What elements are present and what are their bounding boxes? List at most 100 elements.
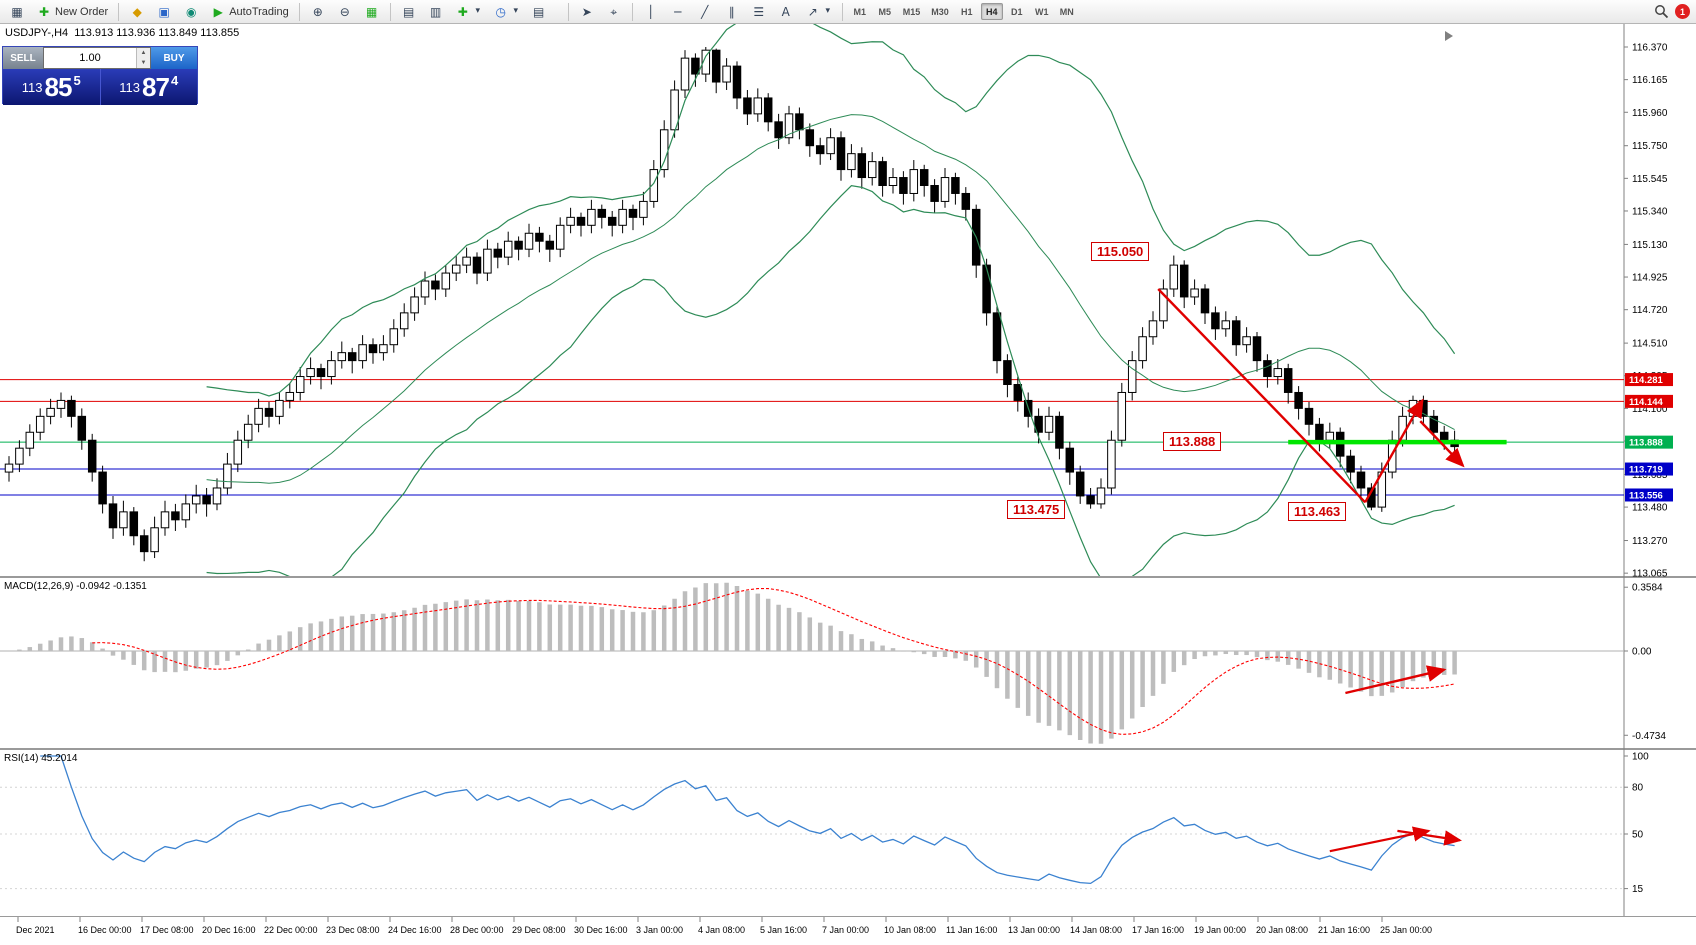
new-order-icon: ✚ (38, 4, 50, 19)
fibonacci-icon: ☰ (753, 4, 765, 19)
channel-icon: ∥ (728, 4, 735, 19)
toolbar-separator (567, 2, 569, 21)
toolbar-separator (389, 2, 391, 21)
svg-text:13 Jan 00:00: 13 Jan 00:00 (1008, 925, 1060, 935)
horizontal-line-tool-button[interactable]: ─ (665, 2, 691, 22)
svg-text:17 Jan 16:00: 17 Jan 16:00 (1132, 925, 1184, 935)
zoom-in-button[interactable]: ⊕ (305, 2, 331, 22)
signals-button[interactable]: ◉ (178, 2, 204, 22)
svg-text:113.888: 113.888 (1629, 438, 1663, 449)
macd-indicator-label: MACD(12,26,9) -0.0942 -0.1351 (4, 581, 147, 592)
timeframe-h1[interactable]: H1 (956, 3, 978, 20)
ask-sup: 4 (170, 72, 179, 88)
svg-text:114.925: 114.925 (1632, 273, 1668, 284)
svg-text:24 Dec 16:00: 24 Dec 16:00 (388, 925, 442, 935)
one-click-trading-panel: SELL 1.00 ▲ ▼ BUY 113 85 5 113 (2, 46, 198, 105)
timeframe-d1[interactable]: D1 (1006, 3, 1028, 20)
svg-text:7 Jan 00:00: 7 Jan 00:00 (822, 925, 869, 935)
vertical-line-icon: │ (647, 4, 655, 19)
rsi-panel (0, 755, 1624, 890)
notifications-badge[interactable]: 1 (1675, 4, 1690, 19)
volume-decrease-button[interactable]: ▼ (137, 58, 150, 68)
svg-text:17 Dec 08:00: 17 Dec 08:00 (140, 925, 194, 935)
svg-text:115.750: 115.750 (1632, 141, 1668, 152)
search-icon[interactable] (1654, 4, 1669, 19)
period-dropdown-button[interactable]: ◷ ▾ (488, 2, 525, 22)
bid-price[interactable]: 113 85 5 (3, 69, 101, 105)
autotrading-label: AutoTrading (229, 5, 289, 18)
autotrading-play-icon: ▶ (213, 4, 223, 19)
arrange-windows-icon: ▥ (430, 4, 442, 19)
macd-axis: 0.3584 0.00 -0.4734 (1624, 583, 1666, 742)
chevron-down-icon: ▾ (513, 6, 518, 16)
chevron-down-icon: ▾ (825, 6, 830, 16)
svg-text:19 Jan 00:00: 19 Jan 00:00 (1194, 925, 1246, 935)
sell-button[interactable]: SELL (3, 47, 43, 69)
buy-button[interactable]: BUY (151, 47, 197, 69)
symbol-period-label: USDJPY-,H4 (5, 27, 69, 39)
rsi-line (40, 755, 1455, 885)
mql-editor-icon: ◆ (132, 4, 142, 19)
cursor-tool-button[interactable]: ➤ (574, 2, 600, 22)
cascade-windows-button[interactable]: ▤ (396, 2, 422, 22)
timeframe-mn[interactable]: MN (1056, 3, 1078, 20)
zoom-out-icon: ⊖ (339, 4, 350, 19)
main-toolbar: ▦ ✚ New Order ◆ ▣ ◉ ▶ AutoTrading ⊕ ⊖ ▦ (0, 0, 1696, 24)
chart-chrome (0, 24, 1696, 917)
timeframe-w1[interactable]: W1 (1031, 3, 1053, 20)
price-annotation[interactable]: 113.463 (1288, 502, 1347, 521)
chart-symbol-ohlc: USDJPY-,H4 113.913 113.936 113.849 113.8… (5, 27, 239, 39)
zoom-out-button[interactable]: ⊖ (332, 2, 358, 22)
chart-window-button[interactable]: ▦ (4, 2, 30, 22)
tile-windows-button[interactable]: ▦ (359, 2, 385, 22)
rsi-axis: 100 80 50 15 (1624, 752, 1649, 895)
new-chart-button[interactable]: ✚ ▾ (450, 2, 487, 22)
new-order-button[interactable]: ✚ New Order (31, 2, 113, 22)
ask-price[interactable]: 113 87 4 (101, 69, 198, 105)
autotrading-button[interactable]: ▶ AutoTrading (205, 2, 294, 22)
svg-text:21 Jan 16:00: 21 Jan 16:00 (1318, 925, 1370, 935)
svg-text:29 Dec 08:00: 29 Dec 08:00 (512, 925, 566, 935)
trendline-tool-button[interactable]: ╱ (692, 2, 718, 22)
mql-editor-button[interactable]: ◆ (124, 2, 150, 22)
svg-text:25 Jan 00:00: 25 Jan 00:00 (1380, 925, 1432, 935)
fibonacci-tool-button[interactable]: ☰ (746, 2, 772, 22)
market-button[interactable]: ▣ (151, 2, 177, 22)
price-annotation[interactable]: 113.888 (1163, 432, 1222, 451)
svg-text:114.100: 114.100 (1632, 404, 1668, 415)
svg-text:-0.4734: -0.4734 (1632, 731, 1666, 742)
bollinger-middle (206, 114, 1455, 484)
arrows-tool-button[interactable]: ↗ ▾ (800, 2, 837, 22)
channel-tool-button[interactable]: ∥ (719, 2, 745, 22)
svg-text:15: 15 (1632, 884, 1644, 895)
svg-text:113.270: 113.270 (1632, 536, 1668, 547)
cascade-windows-icon: ▤ (403, 4, 415, 19)
timeframe-h4[interactable]: H4 (980, 3, 1003, 20)
timeframe-m30[interactable]: M30 (927, 3, 953, 20)
timeframe-m5[interactable]: M5 (874, 3, 896, 20)
timeframe-m15[interactable]: M15 (899, 3, 925, 20)
svg-text:80: 80 (1632, 783, 1644, 794)
chart-canvas[interactable]: 116.370 116.165 115.960 115.750 115.545 115.3… (0, 24, 1696, 945)
timeframe-m1[interactable]: M1 (849, 3, 871, 20)
volume-increase-button[interactable]: ▲ (137, 48, 150, 58)
ask-main: 87 (142, 71, 170, 102)
vertical-line-tool-button[interactable]: │ (638, 2, 664, 22)
time-axis: Dec 2021 16 Dec 00:00 17 Dec 08:00 20 Dec 1… (16, 917, 1432, 935)
svg-text:5 Jan 16:00: 5 Jan 16:00 (760, 925, 807, 935)
macd-trend-arrow (1345, 665, 1447, 695)
price-annotation[interactable]: 115.050 (1091, 242, 1150, 261)
crosshair-tool-button[interactable]: ⌖ (601, 2, 627, 22)
svg-text:14 Jan 08:00: 14 Jan 08:00 (1070, 925, 1122, 935)
trend-arrows (1157, 288, 1465, 504)
templates-dropdown-button[interactable]: ▤ (526, 2, 563, 22)
volume-stepper[interactable]: 1.00 ▲ ▼ (43, 47, 151, 69)
price-badges: 114.281 114.144 113.888 113.719 113.556 (1625, 373, 1673, 502)
volume-value[interactable]: 1.00 (79, 52, 101, 64)
text-tool-button[interactable]: A (773, 2, 799, 22)
price-annotation[interactable]: 113.475 (1007, 500, 1066, 519)
rsi-trend-arrow (1397, 829, 1462, 846)
svg-text:114.281: 114.281 (1629, 375, 1664, 386)
arrange-windows-button[interactable]: ▥ (423, 2, 449, 22)
